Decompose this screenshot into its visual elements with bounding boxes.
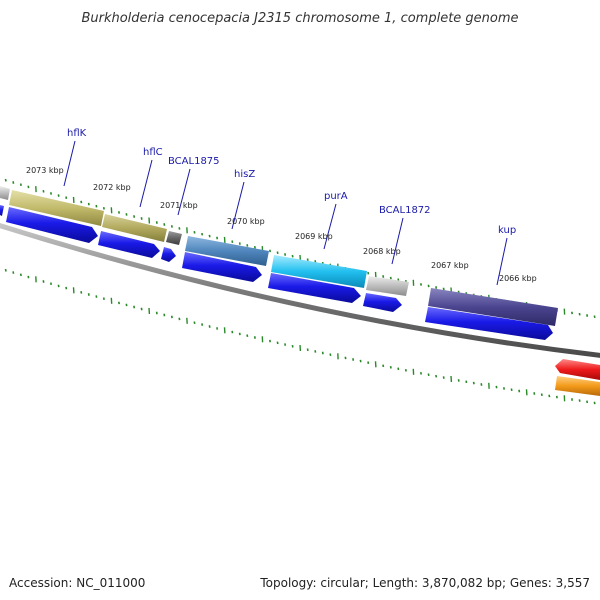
minor-tick bbox=[80, 200, 83, 204]
cds-arrow-hisZ[interactable] bbox=[182, 252, 262, 282]
gene-label-hflK[interactable]: hflK bbox=[67, 128, 87, 139]
tick-labels: 2073 kbp 2072 kbp 2071 kbp 2070 kbp 2069… bbox=[26, 166, 537, 283]
minor-tick bbox=[4, 268, 7, 272]
gene-block-hflK[interactable] bbox=[9, 190, 104, 226]
gene-block-BCAL1875[interactable] bbox=[166, 231, 182, 245]
tick-label: 2069 kbp bbox=[295, 232, 333, 241]
gene-label-BCAL1875[interactable]: BCAL1875 bbox=[168, 156, 220, 167]
tick-label: 2073 kbp bbox=[26, 166, 64, 175]
gene-block-hisZ[interactable] bbox=[185, 236, 269, 266]
cds-track bbox=[0, 205, 553, 340]
gene-block-red[interactable] bbox=[555, 359, 600, 380]
cds-arrow-hflK[interactable] bbox=[6, 207, 98, 243]
tick-label: 2071 kbp bbox=[160, 201, 198, 210]
inner-tick-ring bbox=[4, 268, 596, 405]
genome-summary-text: Topology: circular; Length: 3,870,082 bp… bbox=[259, 576, 590, 590]
map-title: Burkholderia cenocepacia J2315 chromosom… bbox=[81, 11, 518, 26]
gene-track bbox=[0, 186, 558, 326]
leader-line bbox=[139, 159, 153, 208]
gene-block-partial[interactable] bbox=[0, 186, 10, 200]
gene-block-kup[interactable] bbox=[428, 288, 558, 326]
cds-arrow-purA[interactable] bbox=[268, 273, 361, 303]
label-leaders bbox=[63, 140, 508, 286]
gene-block-orange[interactable] bbox=[555, 376, 600, 396]
tick-label: 2070 kbp bbox=[227, 217, 265, 226]
minor-tick bbox=[80, 291, 83, 294]
gene-label-hflC[interactable]: hflC bbox=[143, 147, 163, 158]
accession-text: Accession: NC_011000 bbox=[9, 576, 145, 590]
gene-labels: hflK hflC BCAL1875 hisZ purA BCAL1872 ku… bbox=[67, 128, 516, 236]
gene-block-purA[interactable] bbox=[271, 255, 367, 288]
tick-label: 2068 kbp bbox=[363, 247, 401, 256]
cds-arrow-hflC[interactable] bbox=[98, 231, 160, 258]
gene-block-hflC[interactable] bbox=[102, 214, 167, 242]
leader-line bbox=[63, 140, 76, 187]
chromosome-backbone bbox=[0, 222, 600, 358]
cds-arrow-BCAL1875[interactable] bbox=[161, 247, 176, 262]
minor-tick bbox=[4, 178, 7, 182]
tick-label: 2072 kbp bbox=[93, 183, 131, 192]
cds-arrow-BCAL1872[interactable] bbox=[363, 293, 402, 312]
leader-line bbox=[323, 203, 337, 250]
leader-line bbox=[231, 181, 245, 230]
gene-label-kup[interactable]: kup bbox=[498, 225, 516, 236]
leader-line bbox=[177, 168, 191, 216]
tick-label: 2066 kbp bbox=[499, 274, 537, 283]
cds-arrow-kup[interactable] bbox=[425, 307, 553, 340]
leader-line bbox=[496, 237, 508, 286]
outer-tick-ring bbox=[4, 178, 596, 319]
gene-label-purA[interactable]: purA bbox=[324, 191, 348, 202]
tick-label: 2067 kbp bbox=[431, 261, 469, 270]
gene-label-hisZ[interactable]: hisZ bbox=[234, 169, 255, 180]
cds-arrow[interactable] bbox=[0, 205, 4, 216]
gene-label-BCAL1872[interactable]: BCAL1872 bbox=[379, 205, 431, 216]
gene-block-BCAL1872[interactable] bbox=[366, 276, 409, 296]
leader-line bbox=[391, 217, 404, 265]
